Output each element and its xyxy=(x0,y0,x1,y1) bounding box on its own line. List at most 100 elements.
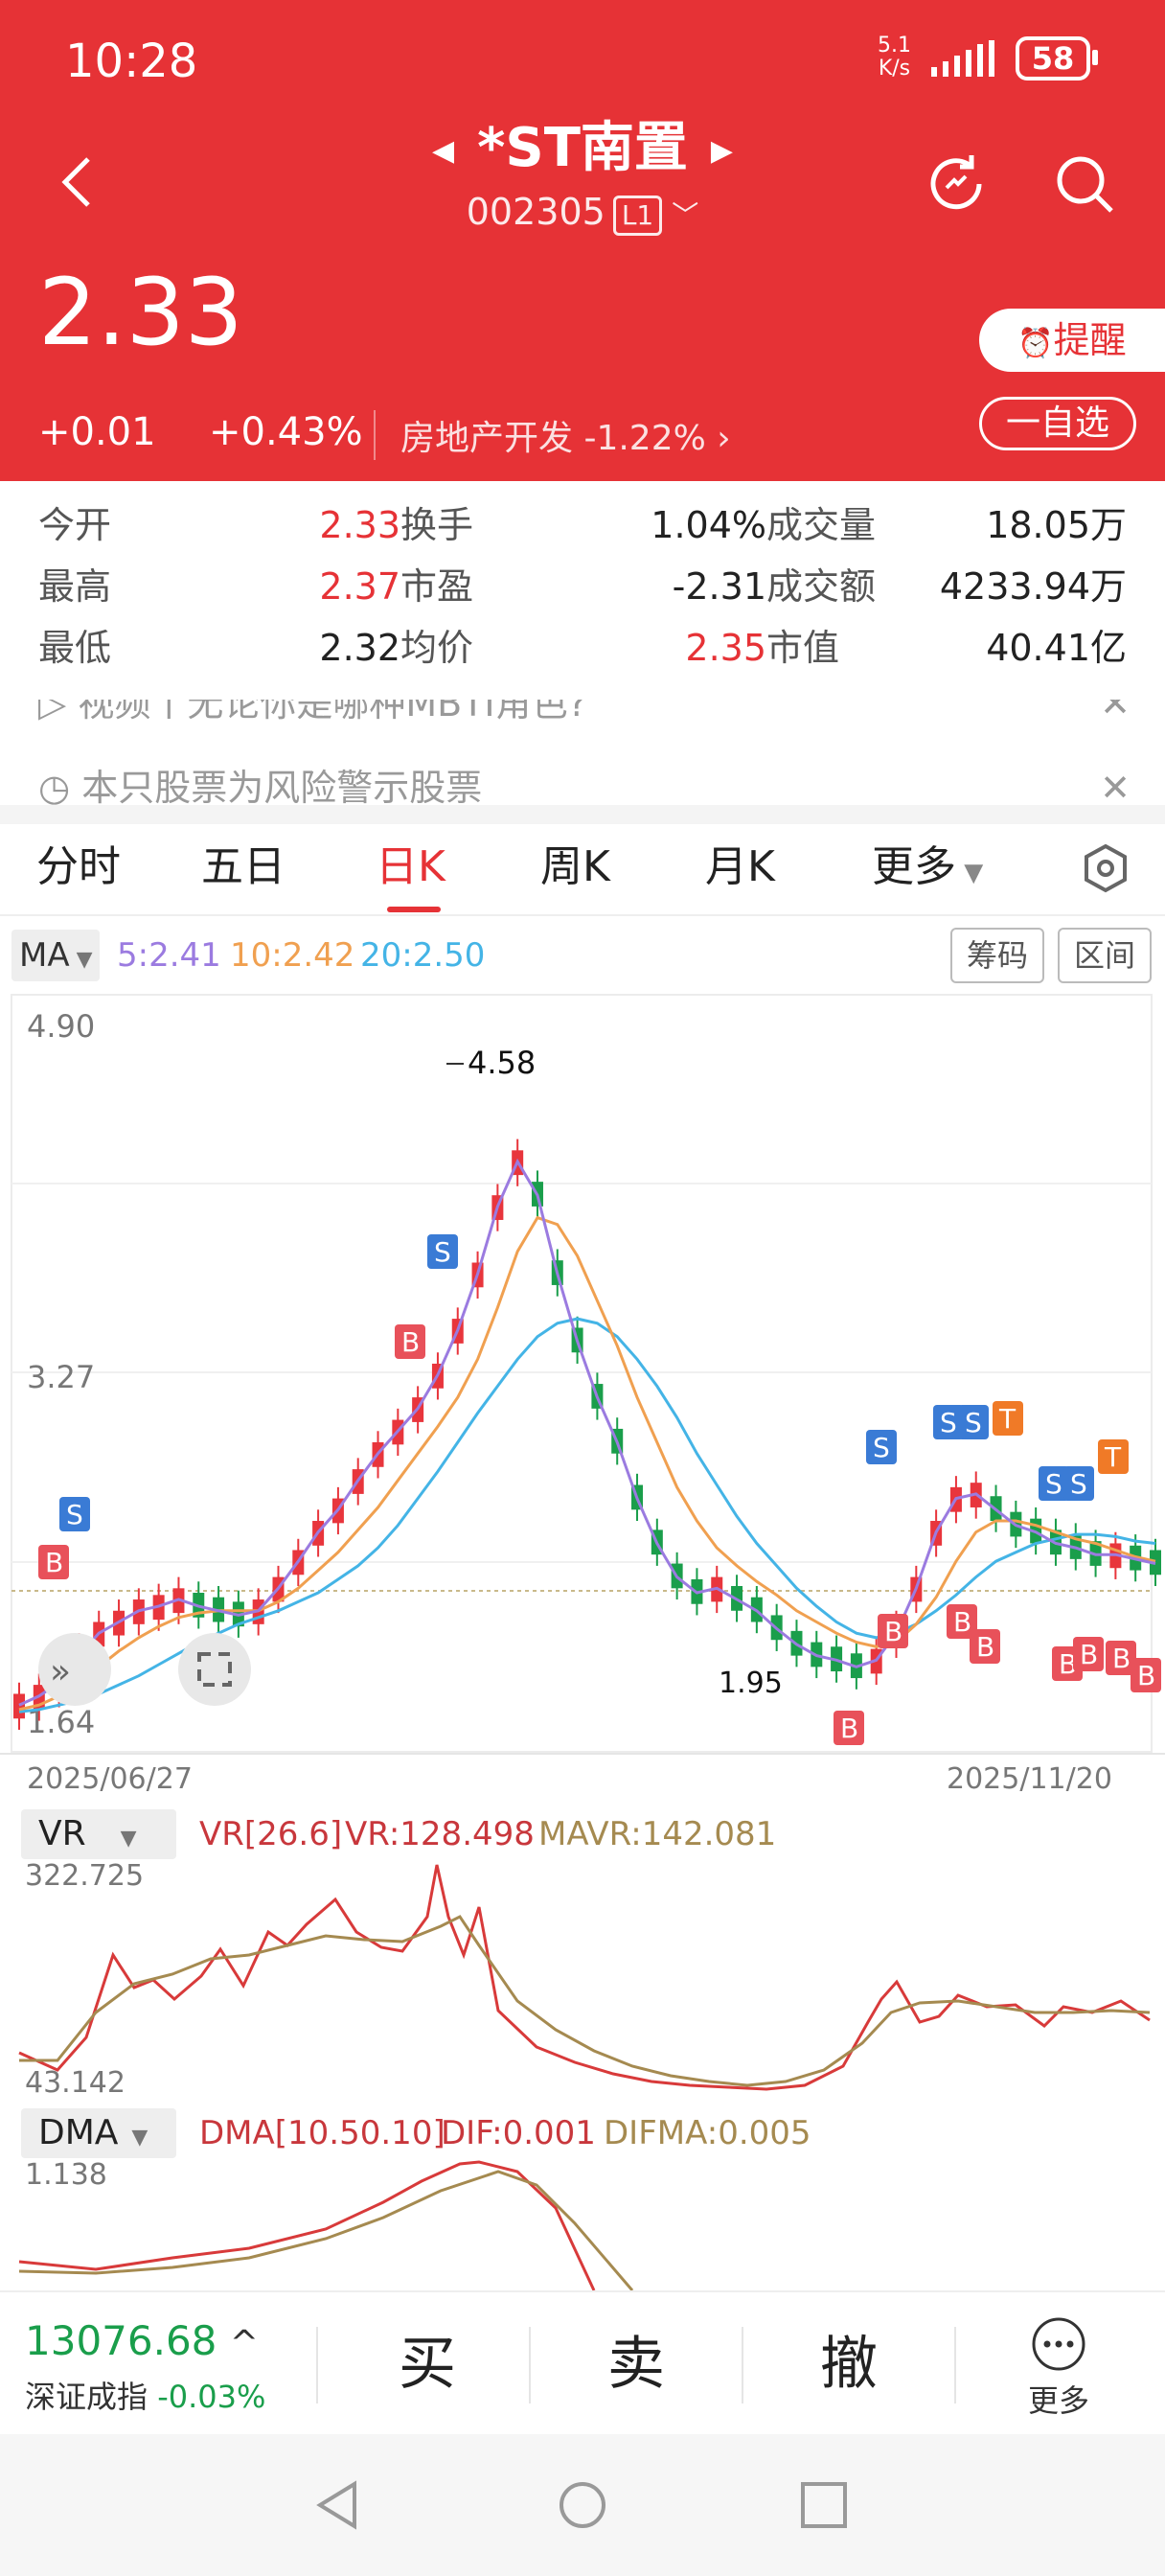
index-info[interactable]: 深证成指 -0.03% xyxy=(25,2379,266,2415)
signal-label: S xyxy=(965,1407,982,1438)
signal-badge xyxy=(993,1401,1023,1436)
vr-bottom-label: 43.142 xyxy=(25,2066,126,2100)
remind-button[interactable]: ⏰提醒 xyxy=(979,309,1165,372)
price-change: +0.01 xyxy=(38,410,156,454)
tab-fenshi[interactable]: 分时 xyxy=(36,842,121,891)
divider xyxy=(742,2327,743,2404)
ma5-line xyxy=(18,1158,1156,1707)
stats-row: 今开 2.33 换手 1.04% 成交量 18.05万 xyxy=(0,496,1165,554)
kline-chart[interactable]: 4.90 3.27 1.64 2025/06/27 2025/11/20 SBB… xyxy=(0,987,1165,1802)
signal-badge xyxy=(933,1405,964,1439)
signal-badge xyxy=(395,1324,425,1359)
vr-chart[interactable] xyxy=(0,1859,1165,2108)
signal-badge xyxy=(947,1604,977,1639)
signal-badge xyxy=(878,1614,908,1648)
alarm-icon: ⏰ xyxy=(1017,327,1054,360)
ma-selector[interactable]: MA ▼ xyxy=(11,930,100,981)
index-value[interactable]: 13076.68 ^ xyxy=(25,2317,259,2364)
nav-recents-icon[interactable] xyxy=(799,2480,849,2530)
chevron-down-icon[interactable]: ﹀ xyxy=(672,198,699,231)
signal-badge xyxy=(38,1545,69,1579)
stats-row: 最低 2.32 均价 2.35 市值 40.41亿 xyxy=(0,619,1165,677)
chevron-right-icon: › xyxy=(717,419,731,458)
divider xyxy=(0,805,1165,824)
expand-button[interactable]: » xyxy=(38,1633,111,1706)
prev-stock-icon[interactable]: ◀ xyxy=(432,133,455,168)
signal-label: B xyxy=(1112,1643,1131,1674)
ma20-value: 20:2.50 xyxy=(360,936,486,975)
play-icon: ▷ xyxy=(38,700,67,724)
refresh-icon[interactable] xyxy=(924,151,989,217)
ma5-value: 5:2.41 xyxy=(117,936,221,975)
double-chevron-icon: » xyxy=(50,1652,71,1691)
nav-back-icon[interactable] xyxy=(312,2480,362,2530)
signal-label: B xyxy=(1137,1660,1155,1691)
tab-zhouk[interactable]: 周K xyxy=(540,842,610,891)
settings-icon[interactable] xyxy=(1081,843,1131,893)
level-badge[interactable]: L1 xyxy=(612,195,663,236)
stock-code: 002305 xyxy=(466,190,605,233)
back-arrow-icon[interactable] xyxy=(57,153,96,211)
battery-tip xyxy=(1092,50,1098,65)
nav-home-icon[interactable] xyxy=(558,2480,607,2530)
sell-button[interactable]: 卖 xyxy=(607,2331,665,2398)
signal-label: S xyxy=(66,1499,83,1530)
signal-badge xyxy=(970,1629,1000,1664)
price-change-pct: +0.43% xyxy=(209,410,363,454)
low-annotation: 1.95 xyxy=(719,1667,783,1700)
add-watchlist-button[interactable]: 一自选 xyxy=(979,397,1136,450)
more-button[interactable]: 更多 xyxy=(996,2304,1121,2428)
x-label-start: 2025/06/27 xyxy=(27,1762,193,1796)
stat-label: 最低 xyxy=(38,627,112,669)
signal-label: T xyxy=(1104,1441,1122,1473)
fullscreen-button[interactable] xyxy=(178,1633,251,1706)
industry-link[interactable]: 房地产开发 -1.22% › xyxy=(374,410,731,460)
next-stock-icon[interactable]: ▶ xyxy=(710,133,733,168)
buy-button[interactable]: 买 xyxy=(399,2331,456,2398)
stat-value: 4233.94万 xyxy=(939,565,1127,608)
fullscreen-icon xyxy=(197,1652,232,1687)
stock-header: 10:28 5.1 K/s 58 ◀ *ST南置 ▶ 002305 L1 ﹀ 2.33 +… xyxy=(0,0,1165,481)
ma10-line xyxy=(18,1215,1156,1712)
notice-item: ▷ 视频丨无论你是哪种MBTI角色? ✕ xyxy=(38,700,1131,734)
range-button[interactable]: 区间 xyxy=(1058,928,1152,983)
stat-value: 40.41亿 xyxy=(986,627,1127,669)
dif-value: DIF:0.001 xyxy=(441,2114,596,2152)
divider xyxy=(954,2327,956,2404)
dma-chart[interactable] xyxy=(0,2156,1165,2290)
signal-badge xyxy=(1073,1637,1104,1671)
vr-selector[interactable]: VR ▼ xyxy=(21,1809,176,1859)
search-icon[interactable] xyxy=(1052,151,1117,217)
dma-selector[interactable]: DMA ▼ xyxy=(21,2108,176,2158)
clock-icon: ◷ xyxy=(38,767,71,805)
stat-label: 今开 xyxy=(38,504,112,546)
notice-strip[interactable]: ▷ 视频丨无论你是哪种MBTI角色? ✕ ◷ 本只股票为风险警示股票 ✕ xyxy=(0,700,1165,805)
high-annotation: 4.58 xyxy=(468,1045,536,1081)
dma-top-label: 1.138 xyxy=(25,2158,107,2192)
signal-label: T xyxy=(998,1403,1017,1435)
divider xyxy=(529,2327,531,2404)
tab-more[interactable]: 更多 ▼ xyxy=(872,842,984,891)
system-nav-bar xyxy=(0,2434,1165,2576)
dif-line xyxy=(18,2160,596,2290)
vr-line xyxy=(18,1864,1151,2091)
mavr-value: MAVR:142.081 xyxy=(538,1815,777,1853)
tab-rik[interactable]: 日K xyxy=(376,842,445,891)
signal-badge xyxy=(1039,1466,1069,1501)
close-icon: ✕ xyxy=(1100,767,1131,805)
chips-button[interactable]: 筹码 xyxy=(950,928,1044,983)
cancel-order-button[interactable]: 撤 xyxy=(820,2331,878,2398)
signal-label: B xyxy=(45,1547,63,1578)
stat-label: 均价 xyxy=(400,627,474,669)
notice-item: ◷ 本只股票为风险警示股票 ✕ xyxy=(38,757,1131,805)
tab-wuri[interactable]: 五日 xyxy=(201,842,286,891)
stats-row: 最高 2.37 市盈 -2.31 成交额 4233.94万 xyxy=(0,558,1165,615)
tab-yuek[interactable]: 月K xyxy=(705,842,775,891)
signal-badge xyxy=(834,1711,864,1745)
signal-label: S xyxy=(1045,1468,1062,1500)
stock-title-block: ◀ *ST南置 ▶ 002305 L1 ﹀ xyxy=(0,115,1165,242)
signal-label: B xyxy=(1059,1648,1077,1680)
signal-label: B xyxy=(401,1326,420,1358)
signal-label: S xyxy=(434,1236,451,1268)
